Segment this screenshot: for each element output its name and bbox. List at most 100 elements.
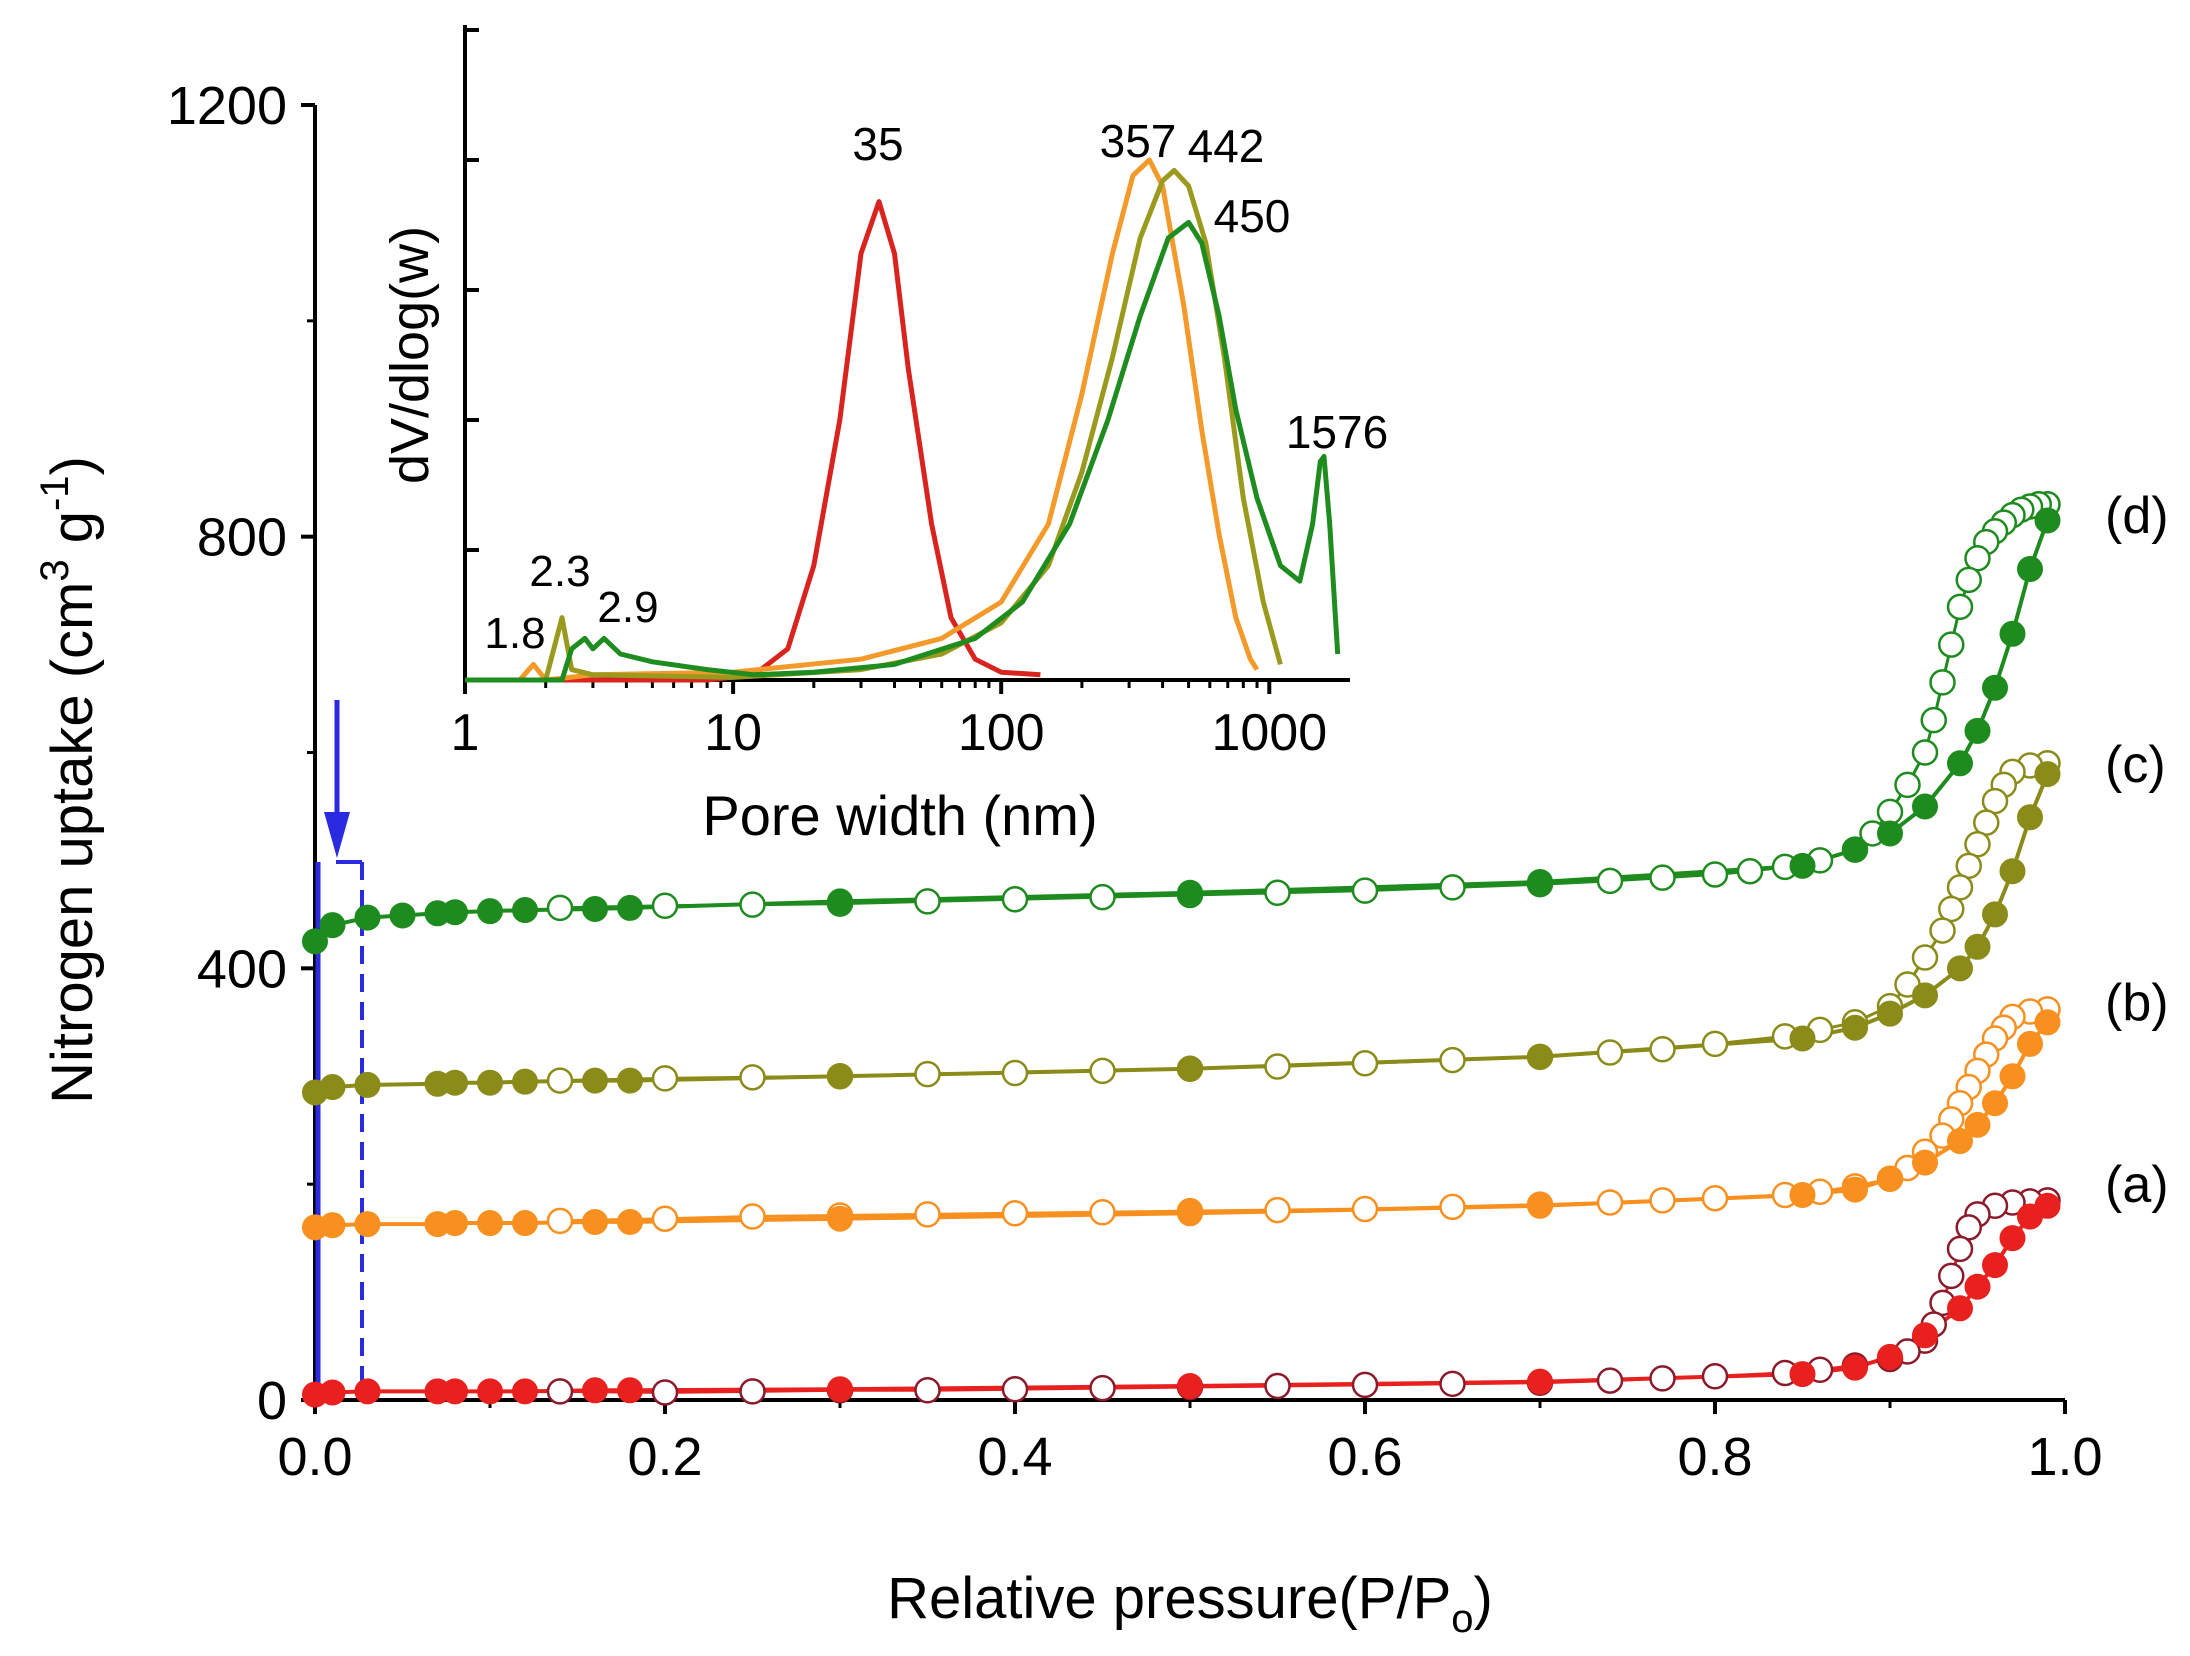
series-b-adsorption-point	[1964, 1111, 1991, 1138]
series-a-desorption-point	[546, 1378, 574, 1405]
series-a-desorption-point	[1001, 1375, 1029, 1403]
series-c-adsorption-point	[319, 1074, 346, 1101]
series-b-desorption-point	[739, 1203, 766, 1230]
main-x-label-sub: o	[1451, 1597, 1473, 1641]
series-b-adsorption-point	[442, 1210, 468, 1237]
series-c-desorption-point	[546, 1067, 574, 1094]
peak-label-1576: 1576	[1286, 406, 1388, 458]
series-c-desorption-point	[739, 1064, 766, 1091]
main-x-tick-label: 1.0	[2027, 1427, 2102, 1487]
main-y-label-close: )	[40, 456, 105, 475]
series-c-adsorption-point	[442, 1069, 468, 1096]
series-c-adsorption-point	[477, 1069, 503, 1096]
series-b-adsorption-point	[2034, 1009, 2061, 1036]
main-x-label-close: )	[1474, 1566, 1493, 1631]
series-d-desorption-point	[1938, 631, 1965, 658]
main-y-tick-label: 400	[197, 939, 287, 999]
series-a-adsorption-point	[1177, 1372, 1203, 1399]
main-y-tick-label: 1200	[167, 76, 287, 136]
series-c-adsorption-point	[582, 1067, 608, 1094]
series-d-adsorption-point	[1947, 750, 1973, 777]
series-d-adsorption-point	[1527, 869, 1553, 895]
series-c-adsorption-point	[2034, 761, 2061, 788]
inset-x-tick-label: 1000	[1211, 704, 1327, 762]
series-b-adsorption-point	[1877, 1165, 1903, 1192]
series-b-adsorption-point	[2017, 1030, 2043, 1057]
series-a-desorption-point	[651, 1379, 679, 1406]
inset-background	[470, 25, 1350, 680]
series-b-desorption-point	[1596, 1189, 1624, 1216]
inset-x-ticks: 1 10 100 1000	[451, 680, 1327, 762]
series-d-adsorption-point	[354, 904, 381, 931]
series-b-adsorption-point	[477, 1210, 503, 1237]
series-b-desorption-point	[651, 1205, 679, 1232]
series-c-desorption-point	[914, 1060, 941, 1088]
main-x-tick-label: 0.6	[1327, 1427, 1402, 1487]
main-x-label: Relative pressure(P/Po)	[887, 1566, 1493, 1641]
series-d-adsorption-point	[302, 928, 328, 955]
series-labels: (d) (c) (b) (a)	[2105, 487, 2169, 1214]
series-b-adsorption-point	[1527, 1192, 1553, 1219]
peak-label-1-8: 1.8	[484, 609, 545, 658]
series-a-desorption-point	[914, 1377, 941, 1404]
series-a-desorption-point	[1946, 1235, 1974, 1263]
series-b-adsorption-point	[1912, 1149, 1938, 1176]
main-series-group	[302, 491, 2061, 1408]
peak-label-2-9: 2.9	[597, 583, 658, 632]
main-y-label-text: Nitrogen uptake (cm	[40, 582, 105, 1104]
inset-peak-labels: 35 357 442 450 1576 1.8 2.3 2.9	[484, 115, 1388, 658]
series-a-desorption-point	[1264, 1372, 1291, 1400]
series-d-adsorption-point	[1177, 879, 1203, 906]
series-b-desorption-point	[1351, 1195, 1379, 1223]
series-b-desorption-point	[914, 1201, 941, 1228]
series-d-adsorption-point	[442, 899, 468, 926]
series-c-adsorption-point	[512, 1068, 538, 1095]
series-b-adsorption-point	[512, 1210, 538, 1237]
series-a-desorption-point	[1596, 1367, 1624, 1394]
main-x-tick-label: 0.8	[1677, 1427, 1752, 1487]
series-b-adsorption-point	[1982, 1090, 2008, 1117]
series-b-adsorption-point	[1177, 1200, 1203, 1227]
series-d-desorption-point	[1351, 877, 1379, 904]
inset-x-tick-label: 10	[704, 704, 762, 762]
series-c-desorption-point	[1351, 1050, 1379, 1077]
series-c-desorption-point	[651, 1065, 679, 1092]
series-c-desorption-point	[1439, 1046, 1466, 1074]
series-d-adsorption-point	[1789, 852, 1816, 879]
series-c-adsorption-point	[1999, 858, 2026, 885]
series-a-desorption-point	[1351, 1371, 1379, 1399]
peak-label-450: 450	[1214, 190, 1291, 242]
series-c-desorption-point	[1929, 917, 1956, 944]
series-b-desorption-point	[1701, 1184, 1729, 1212]
series-a-desorption-point	[1701, 1363, 1729, 1390]
inset-series-group	[465, 157, 1341, 683]
series-c-adsorption-point	[1947, 955, 1973, 982]
inset-x-tick-label: 100	[958, 704, 1045, 762]
series-d-desorption-point	[1596, 867, 1624, 895]
series-a-adsorption-point	[1912, 1322, 1938, 1349]
series-a-desorption-point	[1649, 1365, 1676, 1392]
peak-label-2-3: 2.3	[529, 547, 590, 596]
series-d-desorption-point	[1876, 798, 1904, 826]
peak-label-442: 442	[1188, 120, 1265, 172]
series-c-adsorption-point	[2017, 804, 2043, 831]
series-c-adsorption-point	[1527, 1043, 1553, 1070]
series-a-adsorption-point	[582, 1377, 608, 1404]
series-b-desorption-point	[1264, 1196, 1291, 1224]
series-c-desorption-point	[1911, 944, 1939, 971]
series-c-adsorption-point	[1982, 901, 2008, 928]
series-c-adsorption-point	[1877, 1000, 1903, 1027]
series-d-adsorption-point	[1912, 793, 1938, 820]
series-d-adsorption-point	[2034, 507, 2061, 534]
series-c-desorption-point	[1264, 1053, 1291, 1080]
series-b-adsorption-point	[1947, 1128, 1973, 1154]
inset-x-label: Pore width (nm)	[702, 784, 1097, 847]
series-a-adsorption-point	[512, 1378, 538, 1405]
series-a-adsorption-point	[2034, 1192, 2061, 1219]
series-b-adsorption-point	[582, 1208, 608, 1235]
series-label-a: (a)	[2105, 1156, 2169, 1214]
series-a-adsorption-point	[827, 1376, 853, 1403]
series-label-c: (c)	[2105, 736, 2166, 794]
series-d-adsorption-point	[827, 888, 853, 915]
